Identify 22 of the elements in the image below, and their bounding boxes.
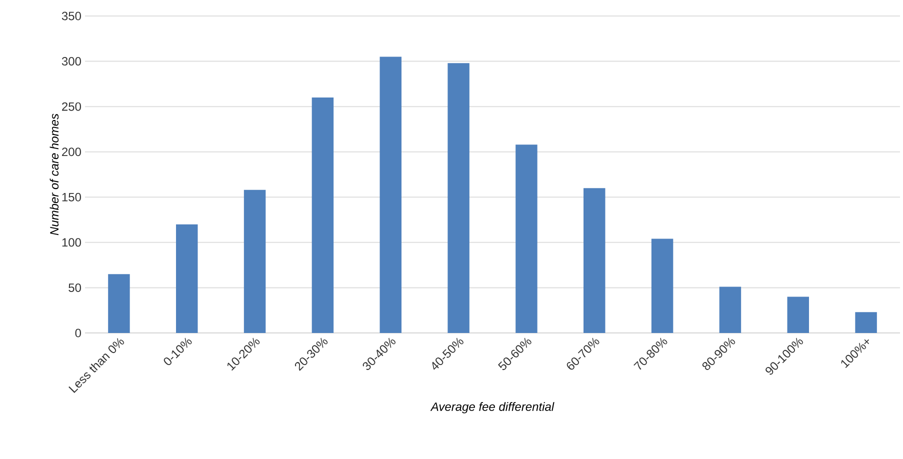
bar [651, 238, 674, 333]
bar [448, 63, 470, 333]
y-tick-label: 100 [62, 238, 81, 247]
bar [312, 98, 334, 333]
bar [719, 286, 742, 333]
y-tick-label: 50 [68, 283, 82, 292]
bar [584, 188, 606, 333]
y-axis-title: Number of care homes [50, 114, 59, 236]
y-tick-label: 350 [62, 12, 81, 20]
bar [380, 56, 402, 333]
bar [244, 190, 266, 333]
bar [516, 144, 538, 333]
bar [176, 224, 198, 333]
bar [855, 312, 877, 333]
y-tick-label: 200 [62, 148, 81, 156]
y-tick-label: 0 [75, 328, 82, 338]
y-tick-label: 150 [62, 192, 81, 202]
y-tick-label: 300 [62, 57, 81, 66]
x-axis-title: Average fee differential [430, 402, 554, 414]
y-tick-label: 250 [62, 102, 81, 111]
bar [787, 296, 809, 333]
bar [108, 274, 130, 333]
